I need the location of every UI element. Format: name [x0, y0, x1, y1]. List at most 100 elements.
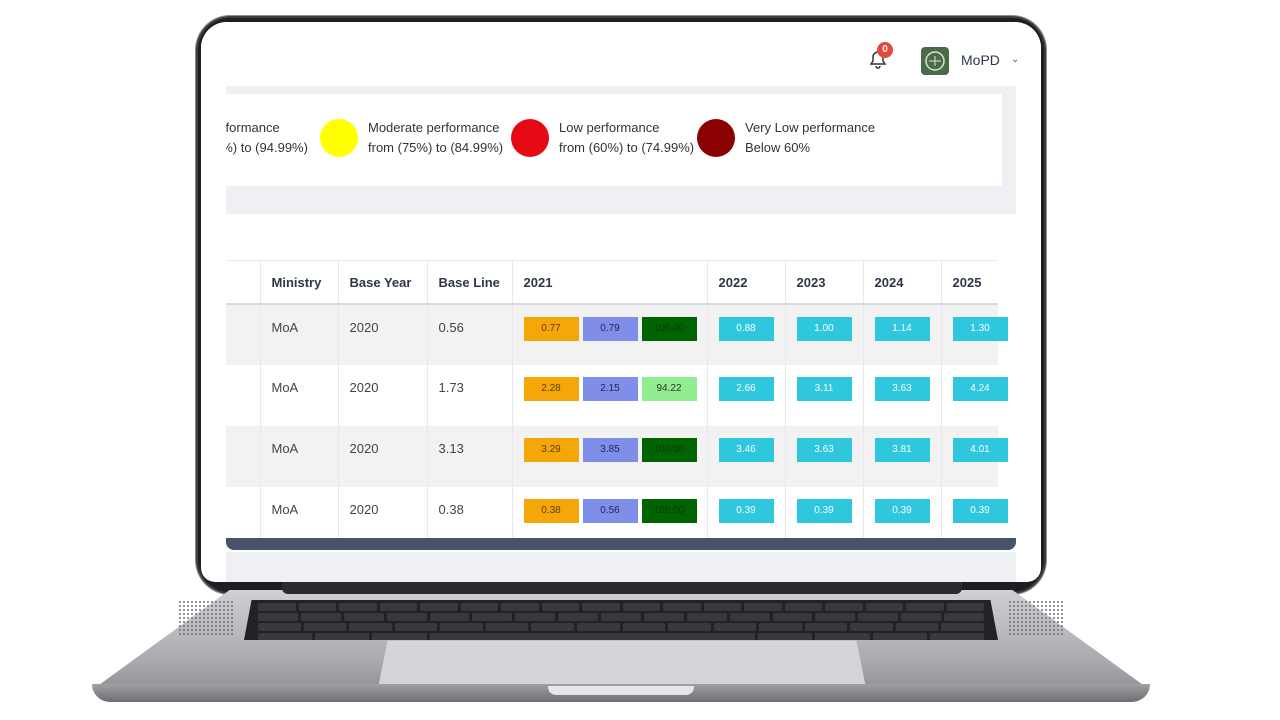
table-header-row: Ministry Base Year Base Line 2021 2022 2…	[226, 260, 998, 305]
legend-range: Below 60%	[745, 140, 811, 155]
legend-title: Low performance	[559, 120, 660, 135]
legend-dot-dark-red	[697, 119, 735, 157]
row-leading-cell	[226, 304, 260, 365]
legend-title: Moderate performance	[368, 120, 500, 135]
forecast-value-box: 1.14	[874, 317, 930, 341]
year-2023-cell: 3.11	[784, 365, 863, 426]
table-row[interactable]: MoA 2020 3.13 3.29 3.85 100.00 3.46 3.63 3.81 4.0…	[226, 426, 1008, 487]
year-2023-cell: 0.39	[784, 487, 863, 548]
target-value-box: 2.28	[523, 377, 579, 401]
base-line-cell: 3.13	[426, 426, 512, 487]
keyboard	[244, 600, 998, 640]
column-header[interactable]: 2024	[862, 260, 941, 305]
column-header[interactable]: 2022	[706, 260, 785, 305]
legend-item-very-low: Very Low performance Below 60%	[697, 118, 875, 158]
year-2023-cell: 1.00	[784, 304, 863, 365]
target-value-box: 3.29	[523, 438, 579, 462]
legend-range: from (75%) to (84.99%)	[368, 140, 504, 155]
planned-value-box: 0.56	[582, 499, 638, 523]
table-row[interactable]: MoA 2020 0.56 0.77 0.79 100.00 0.88 1.00 1.14 1.3…	[226, 304, 1008, 365]
base-year-cell: 2020	[337, 426, 427, 487]
forecast-value-box: 0.88	[718, 317, 774, 341]
forecast-value-box: 3.11	[796, 377, 852, 401]
achievement-percent-box: 100.00	[641, 499, 697, 523]
trackpad	[378, 640, 866, 688]
legend-dot-red	[511, 119, 549, 157]
speaker-grille-right	[1008, 600, 1064, 636]
speaker-grille-left	[178, 600, 234, 636]
year-2024-cell: 1.14	[862, 304, 941, 365]
notification-badge: 0	[877, 42, 893, 58]
planned-value-box: 3.85	[582, 438, 638, 462]
username[interactable]: MoPD	[961, 52, 1000, 68]
base-line-cell: 1.73	[426, 365, 512, 426]
legend-range: 5%) to (94.99%)	[226, 140, 308, 155]
year-2024-cell: 3.63	[862, 365, 941, 426]
forecast-value-box: 2.66	[718, 377, 774, 401]
ministry-cell: MoA	[259, 487, 338, 548]
target-value-box: 0.38	[523, 499, 579, 523]
avatar[interactable]	[921, 47, 949, 75]
row-leading-cell	[226, 365, 260, 426]
screen: 0 MoPD ⌄ erformance 5%) to (94.99%) Moder…	[201, 22, 1041, 582]
base-line-cell: 0.56	[426, 304, 512, 365]
column-header[interactable]: 2023	[784, 260, 863, 305]
main-content: erformance 5%) to (94.99%) Moderate perfo…	[226, 86, 1016, 582]
forecast-value-box: 3.63	[796, 438, 852, 462]
base-year-cell: 2020	[337, 365, 427, 426]
column-header[interactable]: 2021	[511, 260, 707, 305]
legend-item-high: erformance 5%) to (94.99%)	[226, 118, 308, 158]
year-2025-cell: 4.24	[940, 365, 1008, 426]
base-year-cell: 2020	[337, 304, 427, 365]
year-2023-cell: 3.63	[784, 426, 863, 487]
column-header[interactable]: Ministry	[259, 260, 338, 305]
forecast-value-box: 3.46	[718, 438, 774, 462]
indicator-table: Ministry Base Year Base Line 2021 2022 2…	[226, 260, 1008, 548]
base-year-cell: 2020	[337, 487, 427, 548]
row-leading-cell	[226, 426, 260, 487]
planned-value-box: 0.79	[582, 317, 638, 341]
forecast-value-box: 1.30	[952, 317, 1008, 341]
indicator-table-card: Ministry Base Year Base Line 2021 2022 2…	[226, 214, 1016, 552]
achievement-percent-box: 94.22	[641, 377, 697, 401]
year-2021-cell: 3.29 3.85 100.00	[511, 426, 707, 487]
year-2025-cell: 1.30	[940, 304, 1008, 365]
year-2021-cell: 0.77 0.79 100.00	[511, 304, 707, 365]
year-2022-cell: 0.39	[706, 487, 785, 548]
column-header[interactable]: Base Line	[426, 260, 512, 305]
year-2024-cell: 3.81	[862, 426, 941, 487]
forecast-value-box: 0.39	[874, 499, 930, 523]
table-row[interactable]: MoA 2020 0.38 0.38 0.56 100.00 0.39 0.39 0.39 0.3…	[226, 487, 1008, 548]
ministry-cell: MoA	[259, 304, 338, 365]
ministry-cell: MoA	[259, 426, 338, 487]
achievement-percent-box: 100.00	[641, 317, 697, 341]
year-2022-cell: 3.46	[706, 426, 785, 487]
column-header[interactable]: 2025	[940, 260, 998, 305]
legend-dot-yellow	[320, 119, 358, 157]
forecast-value-box: 4.01	[952, 438, 1008, 462]
forecast-value-box: 0.39	[952, 499, 1008, 523]
year-2024-cell: 0.39	[862, 487, 941, 548]
forecast-value-box: 0.39	[796, 499, 852, 523]
legend-title: erformance	[226, 120, 280, 135]
forecast-value-box: 3.63	[874, 377, 930, 401]
forecast-value-box: 1.00	[796, 317, 852, 341]
performance-legend: erformance 5%) to (94.99%) Moderate perfo…	[226, 94, 1002, 186]
laptop-front-notch	[548, 686, 694, 695]
forecast-value-box: 3.81	[874, 438, 930, 462]
year-2025-cell: 0.39	[940, 487, 1008, 548]
year-2022-cell: 2.66	[706, 365, 785, 426]
forecast-value-box: 4.24	[952, 377, 1008, 401]
top-navbar: 0 MoPD ⌄	[201, 22, 1041, 86]
achievement-percent-box: 100.00	[641, 438, 697, 462]
laptop-hinge	[282, 582, 962, 594]
chevron-down-icon[interactable]: ⌄	[1011, 54, 1020, 65]
table-row[interactable]: MoA 2020 1.73 2.28 2.15 94.22 2.66 3.11 3.63 4.24	[226, 365, 1008, 426]
planned-value-box: 2.15	[582, 377, 638, 401]
base-line-cell: 0.38	[426, 487, 512, 548]
year-2022-cell: 0.88	[706, 304, 785, 365]
legend-item-moderate: Moderate performance from (75%) to (84.99…	[320, 118, 503, 158]
year-2021-cell: 2.28 2.15 94.22	[511, 365, 707, 426]
year-2021-cell: 0.38 0.56 100.00	[511, 487, 707, 548]
column-header[interactable]: Base Year	[337, 260, 427, 305]
